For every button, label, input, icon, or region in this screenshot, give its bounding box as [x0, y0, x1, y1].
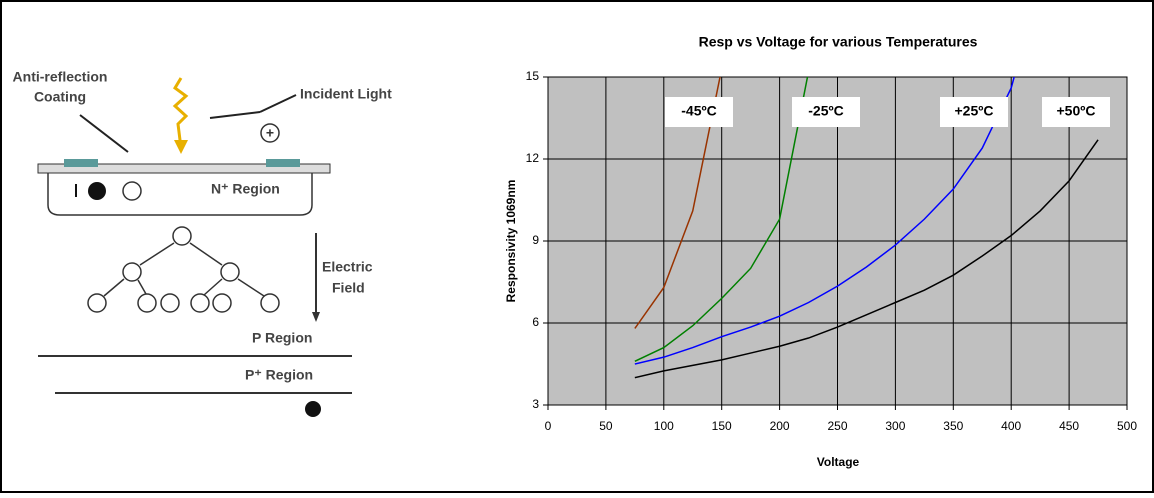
legend-box: [665, 97, 733, 127]
n-region: [47, 173, 313, 216]
coating-label: Anti-reflection: [13, 69, 108, 85]
y-tick-label: 6: [532, 315, 539, 329]
series-line: [634, 139, 1099, 379]
surface: [37, 163, 331, 174]
x-tick-label: 100: [654, 419, 674, 433]
legend-box: [792, 97, 860, 127]
x-tick-label: 50: [599, 419, 613, 433]
contact: [266, 159, 300, 167]
legend-label: +25ºC: [955, 103, 994, 119]
n-region-label: N⁺ Region: [211, 181, 280, 197]
plot-border: [547, 76, 1128, 406]
x-tick-label: 450: [1059, 419, 1079, 433]
x-tick-label: 350: [943, 419, 963, 433]
arrow: [259, 94, 297, 113]
legend-box: [1042, 97, 1110, 127]
series-line: [634, 77, 1015, 365]
y-tick-label: 9: [532, 233, 539, 247]
contact: [64, 159, 98, 167]
legend-label: -45ºC: [681, 103, 716, 119]
arrowhead: [312, 312, 320, 322]
arrowhead: [174, 140, 188, 154]
x-tick-label: 400: [1001, 419, 1021, 433]
diagram: Anti-reflection Coating Incident Light +…: [13, 69, 392, 417]
chart-title: Resp vs Voltage for various Temperatures: [699, 34, 978, 50]
p-region-label: P Region: [252, 330, 312, 346]
x-tick-label: 150: [712, 419, 732, 433]
x-tick-label: 250: [827, 419, 847, 433]
electron: [305, 401, 321, 417]
legend-box: [940, 97, 1008, 127]
coating-label: Coating: [34, 89, 86, 105]
series-line: [634, 77, 721, 329]
y-axis-label: Responsivity 1069nm: [504, 180, 518, 303]
x-tick-label: 200: [770, 419, 790, 433]
y-tick-label: 12: [526, 151, 540, 165]
x-tick-label: 300: [885, 419, 905, 433]
legend-label: -25ºC: [808, 103, 843, 119]
field-label: Field: [332, 280, 365, 296]
series-group: [634, 77, 1099, 379]
plus: +: [266, 125, 274, 141]
electron: [88, 182, 106, 200]
hole: [260, 123, 280, 143]
light-ray: [172, 77, 189, 149]
field-label: Electric: [322, 259, 373, 275]
y-tick-label: 15: [526, 69, 540, 83]
series-line: [634, 77, 809, 362]
x-tick-label: 0: [545, 419, 552, 433]
legend-label: +50ºC: [1057, 103, 1096, 119]
x-tick-label: 500: [1117, 419, 1137, 433]
pplus-region-label: P⁺ Region: [245, 367, 313, 383]
arrow: [79, 114, 129, 153]
light-label: Incident Light: [300, 86, 392, 102]
x-axis-label: Voltage: [817, 455, 860, 469]
arrow: [209, 111, 261, 119]
y-tick-label: 3: [532, 397, 539, 411]
hole: [122, 181, 142, 201]
